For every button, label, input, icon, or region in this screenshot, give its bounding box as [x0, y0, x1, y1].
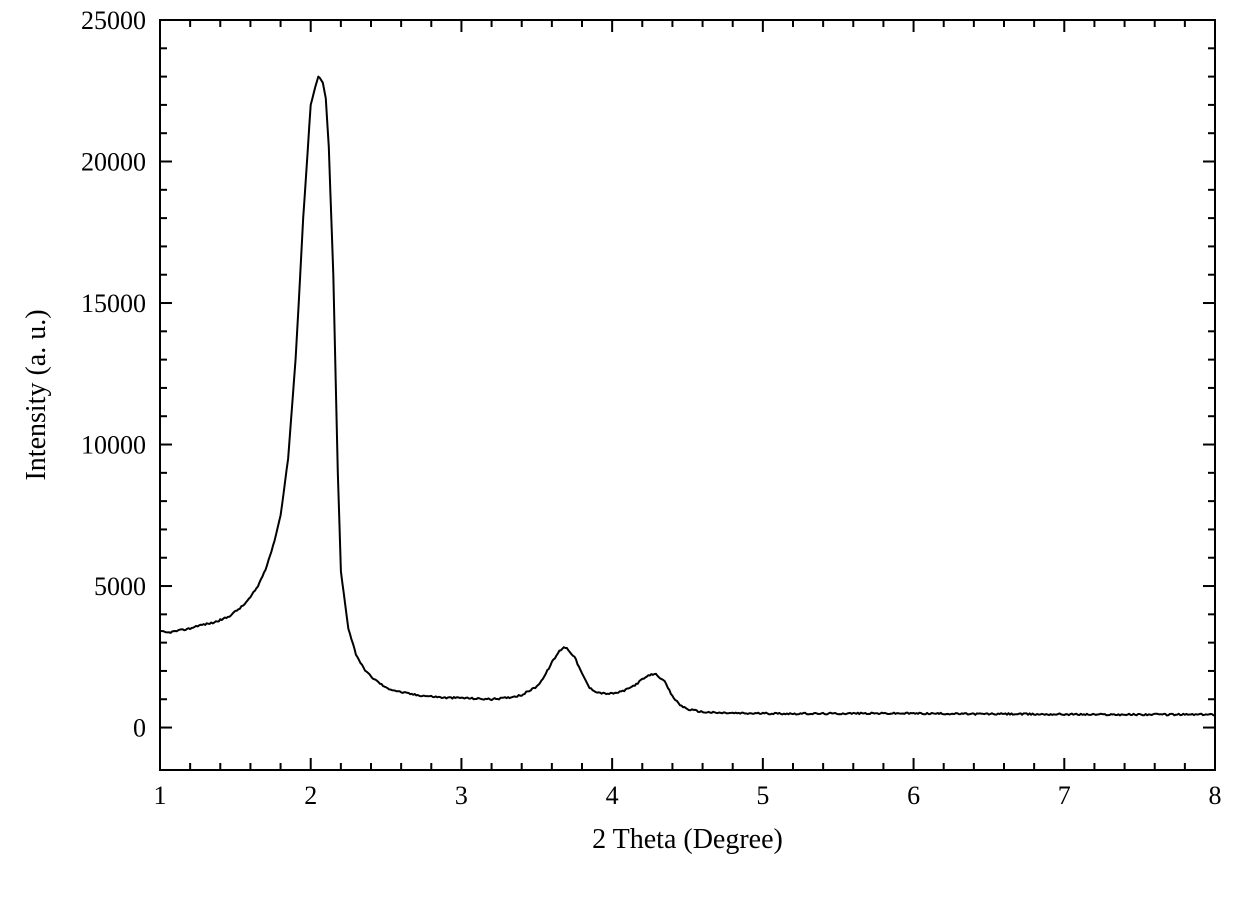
y-tick-label: 0 [133, 714, 146, 743]
x-tick-label: 6 [907, 781, 920, 810]
y-tick-label: 5000 [94, 572, 146, 601]
x-axis-label: 2 Theta (Degree) [592, 824, 783, 855]
y-tick-label: 25000 [81, 6, 146, 35]
y-tick-label: 15000 [81, 289, 146, 318]
y-tick-label: 10000 [81, 431, 146, 460]
chart-svg: 1 2 3 4 5 6 7 8 0 5000 10000 15000 20000 25000 2 Theta… [0, 0, 1240, 897]
x-tick-label: 5 [756, 781, 769, 810]
x-tick-label: 7 [1058, 781, 1071, 810]
x-tick-label: 4 [606, 781, 619, 810]
y-tick-label: 20000 [81, 148, 146, 177]
y-axis-label: Intensity (a. u.) [21, 309, 52, 480]
xrd-chart: 1 2 3 4 5 6 7 8 0 5000 10000 15000 20000 25000 2 Theta… [0, 0, 1240, 897]
x-tick-label: 8 [1209, 781, 1222, 810]
x-tick-label: 3 [455, 781, 468, 810]
chart-bg [0, 0, 1240, 897]
x-tick-label: 2 [304, 781, 317, 810]
x-tick-label: 1 [154, 781, 167, 810]
